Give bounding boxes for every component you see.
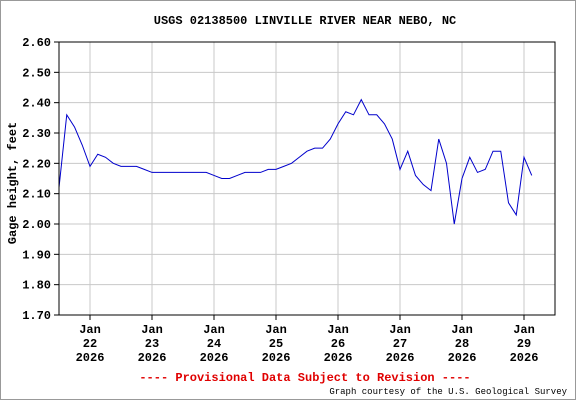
plot-background <box>59 42 555 315</box>
x-tick-label: Jan 23 2026 <box>138 323 167 365</box>
x-tick-label: Jan 29 2026 <box>510 323 539 365</box>
x-tick-label: Jan 25 2026 <box>262 323 291 365</box>
data-line <box>58 98 533 225</box>
y-tick-label: 2.50 <box>22 66 51 80</box>
y-tick-label: 2.10 <box>22 188 51 202</box>
x-tick-label: Jan 28 2026 <box>448 323 477 365</box>
y-tick-label: 2.20 <box>22 157 51 171</box>
y-tick-label: 2.60 <box>22 36 51 50</box>
y-tick-label: 1.80 <box>22 279 51 293</box>
plot-frame <box>58 41 556 316</box>
y-tick-label: 2.30 <box>22 127 51 141</box>
y-tick-label: 2.00 <box>22 218 51 232</box>
x-tick-label: Jan 27 2026 <box>386 323 415 365</box>
y-tick-label: 2.40 <box>22 97 51 111</box>
x-tick-label: Jan 26 2026 <box>324 323 353 365</box>
y-tick-label: 1.90 <box>22 248 51 262</box>
x-tick-label: Jan 22 2026 <box>76 323 105 365</box>
x-tick-label: Jan 24 2026 <box>200 323 229 365</box>
credit: Graph courtesy of the U.S. Geological Su… <box>329 387 567 397</box>
y-tick-label: 1.70 <box>22 309 51 323</box>
chart-title: USGS 02138500 LINVILLE RIVER NEAR NEBO, … <box>154 14 456 28</box>
y-axis-label: Gage height, feet <box>6 122 20 244</box>
provisional-notice: ---- Provisional Data Subject to Revisio… <box>139 371 470 385</box>
